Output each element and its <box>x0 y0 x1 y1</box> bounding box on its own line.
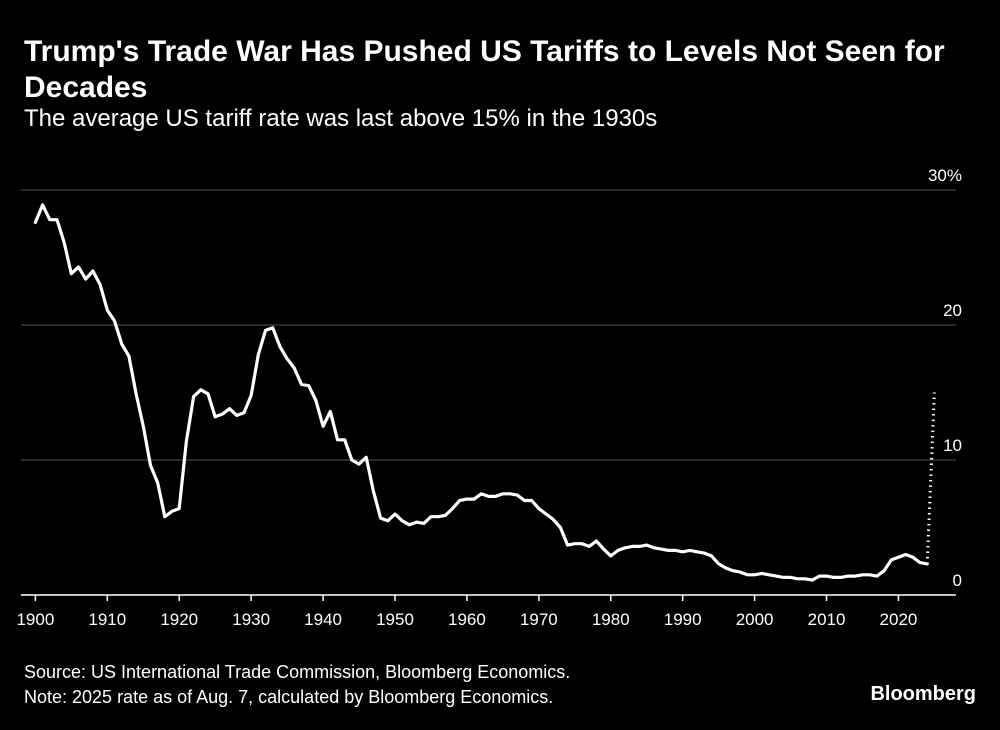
chart-subtitle: The average US tariff rate was last abov… <box>24 105 658 132</box>
x-tick-label-1910: 1910 <box>88 610 126 629</box>
y-axis-ticks: 0 10 20 30% <box>928 166 962 590</box>
series-line-tariff-rate <box>33 203 929 582</box>
source-notes: Source: US International Trade Commissio… <box>24 660 570 710</box>
tariff-line-chart: 0 10 20 30% 1900 1910 1920 1930 1940 1950 1960 197… <box>16 166 962 629</box>
y-tick-label-10: 10 <box>943 436 962 455</box>
source-text: Source: US International Trade Commissio… <box>24 662 571 682</box>
gridlines <box>21 189 956 596</box>
x-tick-label-1960: 1960 <box>448 610 486 629</box>
x-tick-label-1900: 1900 <box>16 610 54 629</box>
x-tick-label-2010: 2010 <box>808 610 846 629</box>
x-tick-label-1950: 1950 <box>376 610 414 629</box>
note-text: Note: 2025 rate as of Aug. 7, calculated… <box>24 687 554 707</box>
chart-title: Trump's Trade War Has Pushed US Tariffs … <box>24 35 945 104</box>
x-tick-label-1990: 1990 <box>664 610 702 629</box>
y-tick-label-0: 0 <box>953 571 962 590</box>
series-layer <box>33 203 936 582</box>
bloomberg-logo: Bloomberg <box>870 683 976 705</box>
x-tick-label-2000: 2000 <box>736 610 774 629</box>
x-tick-label-1930: 1930 <box>232 610 270 629</box>
x-tick-label-1970: 1970 <box>520 610 558 629</box>
x-tick-label-1940: 1940 <box>304 610 342 629</box>
y-tick-label-30: 30% <box>928 166 962 185</box>
x-tick-label-2020: 2020 <box>880 610 918 629</box>
y-tick-label-20: 20 <box>943 301 962 320</box>
x-tick-label-1980: 1980 <box>592 610 630 629</box>
series-line-2025-estimate <box>925 392 936 564</box>
x-axis-ticks: 1900 1910 1920 1930 1940 1950 1960 1970 1980 1990… <box>16 595 917 629</box>
x-tick-label-1920: 1920 <box>160 610 198 629</box>
